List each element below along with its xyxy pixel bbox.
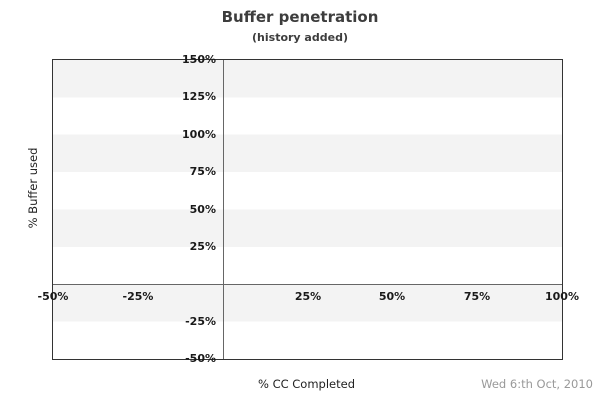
y-axis-title: % Buffer used (26, 147, 40, 229)
y-tick-label: 50% (189, 203, 216, 216)
x-tick-label: 25% (294, 290, 322, 303)
x-tick-label: -50% (37, 290, 69, 303)
y-tick-label: 125% (182, 90, 216, 103)
x-tick-label: 50% (378, 290, 406, 303)
y-tick-label: 25% (189, 240, 216, 253)
y-tick-label: 75% (189, 165, 216, 178)
x-tick-label: 75% (463, 290, 491, 303)
date-stamp: Wed 6:th Oct, 2010 (481, 377, 593, 391)
x-tick-label: 100% (545, 290, 579, 303)
chart-subtitle: (history added) (252, 31, 348, 44)
y-tick-label: 100% (182, 128, 216, 141)
y-tick-label: -25% (185, 315, 216, 328)
x-tick-label: -25% (122, 290, 154, 303)
plot-area: 150% 125% 100% 75% 50% 25% -25% -50% -50% -25% 25%… (38, 53, 579, 365)
x-zero-axis-line (223, 60, 224, 359)
y-tick-label: -50% (185, 352, 216, 365)
chart-title: Buffer penetration (221, 8, 379, 26)
x-axis-title: % CC Completed (257, 377, 356, 391)
y-zero-axis-line (53, 284, 562, 285)
y-tick-label: 150% (182, 53, 216, 66)
